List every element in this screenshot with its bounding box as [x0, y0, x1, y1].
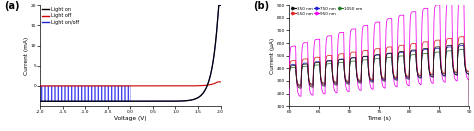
Y-axis label: Current (μA): Current (μA): [270, 38, 275, 74]
X-axis label: Time (s): Time (s): [367, 116, 391, 121]
Legend: 350 nm, 550 nm, 750 nm, 950 nm, 1050 nm: 350 nm, 550 nm, 750 nm, 950 nm, 1050 nm: [290, 7, 363, 16]
X-axis label: Voltage (V): Voltage (V): [114, 116, 147, 121]
Legend: Light on, Light off, Light on/off: Light on, Light off, Light on/off: [42, 7, 80, 25]
Text: (b): (b): [253, 1, 269, 11]
Text: (a): (a): [4, 1, 20, 11]
Y-axis label: Current (mA): Current (mA): [24, 37, 29, 75]
